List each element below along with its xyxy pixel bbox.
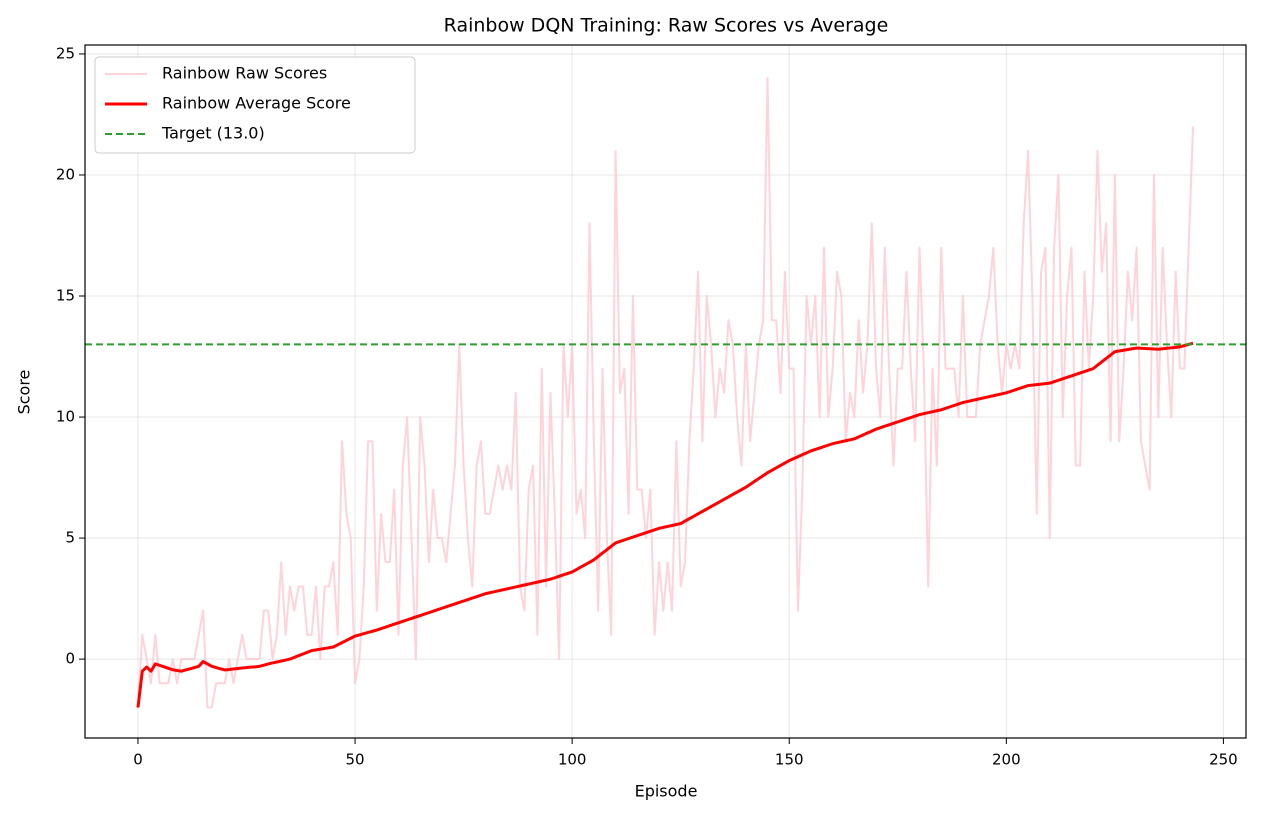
x-tick-label: 150 xyxy=(775,751,804,769)
legend-label: Rainbow Raw Scores xyxy=(162,64,327,83)
series-line xyxy=(136,77,1195,709)
y-axis-label: Score xyxy=(15,370,34,415)
x-tick-label: 0 xyxy=(133,751,143,769)
x-tick-label: 250 xyxy=(1209,751,1238,769)
y-tick-label: 15 xyxy=(56,287,75,305)
legend-label: Target (13.0) xyxy=(161,124,265,143)
x-axis-label: Episode xyxy=(635,782,698,801)
plot-frame xyxy=(84,44,1247,739)
x-tick-label: 50 xyxy=(346,751,365,769)
legend-box xyxy=(94,56,416,154)
y-tick-label: 10 xyxy=(56,408,75,426)
series-line xyxy=(136,341,1194,708)
chart-title: Rainbow DQN Training: Raw Scores vs Aver… xyxy=(444,15,889,37)
legend-label: Rainbow Average Score xyxy=(162,94,351,113)
x-tick-label: 200 xyxy=(992,751,1021,769)
x-tick-label: 100 xyxy=(558,751,587,769)
y-tick-label: 25 xyxy=(56,44,75,62)
y-tick-label: 5 xyxy=(65,529,75,547)
y-tick-label: 20 xyxy=(56,165,75,183)
y-tick-label: 0 xyxy=(65,650,75,668)
